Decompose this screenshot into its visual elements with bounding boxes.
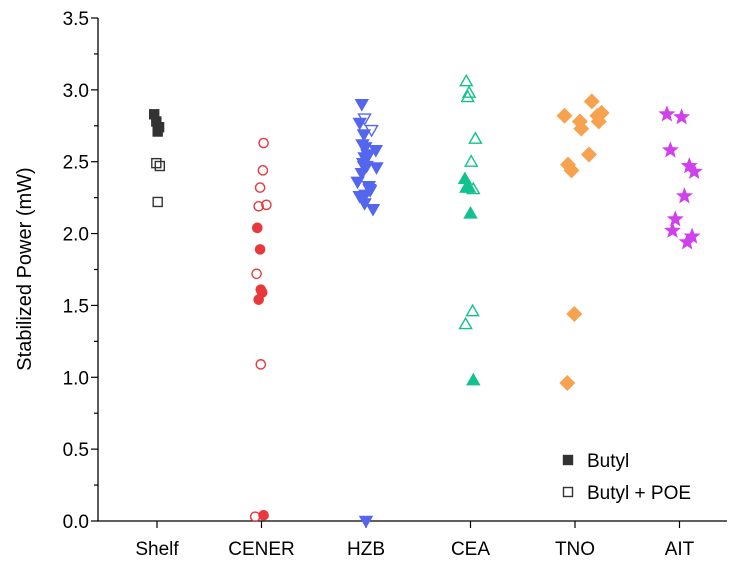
point-hzb-open (362, 183, 377, 197)
point-hzb-open (361, 149, 377, 162)
point-cea-open (465, 303, 480, 317)
point-hzb-filled (352, 191, 367, 204)
y-tick-label: 0.0 (63, 512, 89, 533)
y-tick-label: 1.0 (63, 368, 89, 389)
legend: Butyl Butyl + POE (562, 451, 691, 504)
point-hzb-open (357, 113, 372, 127)
point-cener-filled (254, 244, 266, 255)
y-tick-label: 0.5 (63, 440, 89, 461)
axis-frame (97, 18, 727, 522)
point-ait-filled (673, 108, 691, 125)
point-shelf-filled (152, 126, 163, 137)
point-hzb-filled (369, 162, 384, 175)
point-cener-filled (253, 294, 265, 305)
point-cener-open (253, 200, 265, 212)
point-ait-filled (675, 187, 693, 204)
point-cea-open (458, 316, 473, 330)
point-cener-open (255, 359, 267, 370)
point-ait-filled (663, 221, 682, 238)
point-tno-filled (590, 113, 607, 130)
point-ait-filled (658, 105, 676, 122)
legend-label: Butyl + POE (587, 483, 691, 504)
point-hzb-filled (358, 515, 374, 529)
point-hzb-open (356, 160, 372, 174)
point-cea-filled (461, 180, 477, 193)
point-cea-filled (466, 372, 481, 386)
x-tick-label-cener: CENER (228, 539, 295, 560)
point-cener-filled (251, 222, 263, 234)
x-tick-label-ait: AIT (665, 539, 695, 560)
y-tick-label: 3.5 (63, 9, 89, 30)
x-tick-label-hzb: HZB (347, 539, 385, 560)
y-tick-label: 2.5 (63, 153, 89, 174)
y-tick-label: 2.0 (63, 225, 89, 246)
point-cea-filled (463, 206, 478, 219)
point-tno-filled (563, 162, 580, 179)
point-tno-filled (566, 306, 583, 323)
point-ait-filled (666, 210, 684, 227)
point-shelf-open (154, 160, 166, 172)
point-hzb-open (364, 124, 379, 138)
data-points (148, 73, 703, 529)
point-hzb-filled (350, 176, 365, 190)
point-cea-open (461, 85, 477, 98)
x-tick-label-cea: CEA (451, 539, 490, 560)
point-cener-open (249, 511, 261, 522)
point-hzb-filled (358, 142, 373, 155)
y-axis-title: Stabilized Power (mW) (14, 167, 36, 370)
point-ait-filled (661, 141, 679, 158)
legend-marker-filled (562, 454, 574, 466)
point-hzb-filled (354, 99, 370, 112)
point-cener-open (257, 165, 269, 176)
point-cener-open (251, 268, 262, 280)
point-ait-filled (685, 162, 703, 180)
x-tick-label-tno: TNO (555, 539, 595, 560)
point-hzb-filled (365, 203, 381, 217)
point-tno-filled (583, 93, 600, 110)
point-cener-open (254, 182, 266, 193)
point-cener-open (261, 199, 272, 211)
y-tick-label: 1.5 (63, 296, 89, 317)
point-shelf-open (152, 196, 163, 208)
point-cener-filled (258, 509, 269, 521)
point-hzb-filled (368, 145, 384, 158)
axes (97, 18, 727, 522)
ticks: 0.0 0.5 1.0 1.5 2.0 2.5 3.0 3.5 Shelf CENER HZB CEA… (63, 9, 695, 560)
point-ait-filled (678, 233, 696, 250)
point-cener-open (258, 137, 269, 149)
point-tno-filled (573, 120, 590, 137)
point-tno-filled (559, 375, 576, 392)
point-tno-filled (556, 107, 573, 124)
legend-label: Butyl (587, 451, 629, 472)
x-tick-label-shelf: Shelf (135, 539, 179, 560)
point-cea-open (463, 154, 479, 167)
point-cea-open (468, 131, 483, 144)
legend-marker-open (562, 486, 574, 498)
point-cea-open (459, 73, 474, 87)
point-tno-filled (581, 146, 597, 163)
point-shelf-open (151, 157, 162, 169)
point-hzb-filled (356, 129, 372, 142)
point-cea-open (460, 89, 475, 103)
point-cea-open (466, 181, 481, 195)
y-tick-label: 3.0 (63, 81, 89, 102)
